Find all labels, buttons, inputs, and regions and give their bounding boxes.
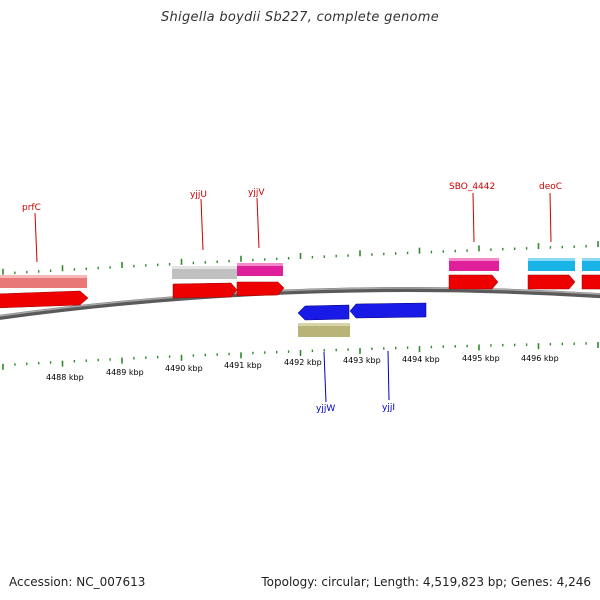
gene-bar-shine <box>582 258 600 261</box>
gene-bar-shine <box>172 266 237 269</box>
reverse-cds-track <box>297 302 427 337</box>
gene-bar-yjjv[interactable] <box>237 263 283 276</box>
leader-line-sbo4442 <box>472 192 475 243</box>
gene-bar-yjjw[interactable] <box>298 323 350 337</box>
leader-line-prfc <box>34 212 38 263</box>
accession-label: Accession: NC_007613 <box>9 575 146 589</box>
gene-label-deoc[interactable]: deoC <box>539 182 562 192</box>
leader-line-yjji <box>387 350 390 401</box>
tick-label: 4496 kbp <box>521 354 559 363</box>
cds-arrow-prfc[interactable] <box>0 290 89 309</box>
tick-label: 4491 kbp <box>224 361 262 370</box>
cds-arrow-deoc[interactable] <box>527 274 576 290</box>
cds-arrow-yjjv[interactable] <box>236 281 285 297</box>
forward-gene-track <box>0 258 600 288</box>
map-title: Shigella boydii Sb227, complete genome <box>160 10 440 25</box>
genome-backbone <box>0 287 600 320</box>
gene-label-yjjv[interactable]: yjjV <box>248 188 265 198</box>
tick-label: 4492 kbp <box>284 358 322 367</box>
gene-label-yjju[interactable]: yjjU <box>190 190 207 200</box>
gene-label-yjji[interactable]: yjjI <box>382 403 395 413</box>
cds-arrow-yjju[interactable] <box>172 282 238 299</box>
tick-label: 4494 kbp <box>402 355 440 364</box>
tick-label: 4493 kbp <box>343 356 381 365</box>
gene-bar-shine <box>298 323 350 326</box>
gene-label-prfc[interactable]: prfC <box>22 203 41 213</box>
outer-tick-ring <box>2 241 599 275</box>
leader-line-yjjv <box>256 197 260 249</box>
axis-labels: 4488 kbp 4489 kbp 4490 kbp 4491 kbp 4492… <box>46 354 559 382</box>
gene-bar-shine <box>237 263 283 266</box>
gene-bar-shine <box>449 258 499 261</box>
gene-label-sbo4442[interactable]: SBO_4442 <box>449 182 495 192</box>
cds-arrow-yjjw[interactable] <box>297 304 350 321</box>
leader-line-yjju <box>200 198 204 251</box>
genome-backbone-highlight <box>0 287 600 317</box>
tick-label: 4489 kbp <box>106 368 144 377</box>
gene-bar-shine <box>528 258 575 261</box>
cds-arrow-sbo4442[interactable] <box>448 274 499 290</box>
gene-bar-deoc[interactable] <box>528 258 575 271</box>
gene-bar-shine <box>0 275 87 278</box>
cds-arrow-partial[interactable] <box>581 274 600 290</box>
topology-label: Topology: circular; Length: 4,519,823 bp… <box>261 575 591 589</box>
tick-label: 4495 kbp <box>462 354 500 363</box>
gene-bar-prfc[interactable] <box>0 275 87 288</box>
tick-label: 4490 kbp <box>165 364 203 373</box>
tick-label: 4488 kbp <box>46 373 84 382</box>
gene-bar-partial[interactable] <box>582 258 600 271</box>
gene-label-yjjw[interactable]: yjjW <box>316 404 335 414</box>
leader-line-deoc <box>549 192 552 243</box>
gene-labels: prfC yjjU yjjV SBO_4442 deoC yjjW yjjI <box>22 182 562 414</box>
cds-arrow-yjji[interactable] <box>349 302 427 319</box>
leader-line-yjjw <box>323 351 327 403</box>
gene-bar-yjju[interactable] <box>172 266 237 279</box>
inner-tick-ring <box>2 342 599 370</box>
forward-cds-track <box>0 274 600 309</box>
gene-bar-sbo4442[interactable] <box>449 258 499 271</box>
leader-lines <box>34 192 552 403</box>
